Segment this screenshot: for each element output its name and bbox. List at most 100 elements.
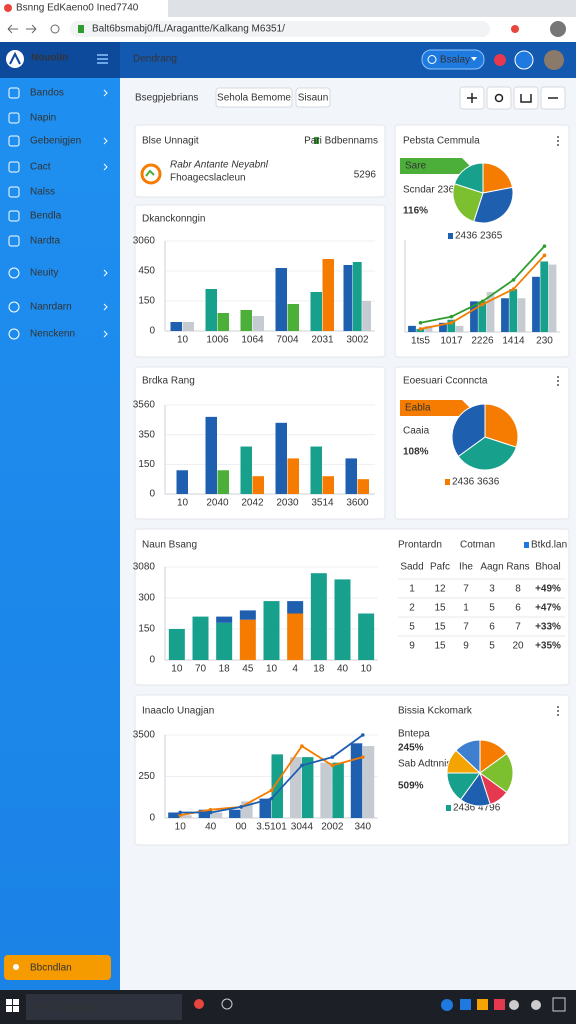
x-tick-label: 00	[236, 822, 248, 833]
card-title: Blse Unnagit	[142, 136, 199, 147]
bar	[217, 470, 229, 494]
line-point	[330, 763, 335, 768]
bar	[439, 322, 447, 332]
menu-item[interactable]: Nardta	[30, 236, 60, 247]
menu-item[interactable]: Nanrdarn	[30, 302, 72, 313]
menu-item[interactable]: Nalss	[30, 187, 55, 198]
toolbar-button[interactable]	[295, 87, 331, 108]
line-point	[511, 278, 516, 282]
bar	[241, 801, 253, 818]
tab[interactable]	[0, 0, 168, 17]
menu-arrow	[103, 303, 108, 311]
caption: Bntepa	[398, 729, 430, 740]
tag	[400, 400, 470, 416]
toolbar-button[interactable]	[215, 87, 293, 108]
table-header: Bhoal	[535, 562, 561, 573]
pie-slice	[451, 403, 486, 458]
caption: Caaia	[403, 426, 430, 437]
pie-slice	[484, 403, 519, 448]
tray-icons[interactable]	[441, 997, 566, 1012]
chart-card	[394, 124, 570, 358]
bar	[548, 264, 557, 332]
url[interactable]: Balt6bsmabj0/fL/Aragantte/Kalkang M6351/	[92, 24, 285, 35]
notification[interactable]	[494, 54, 506, 66]
avatar[interactable]	[544, 50, 564, 70]
bar	[210, 812, 223, 818]
header-button-label[interactable]: Bsalay	[440, 55, 470, 66]
x-tick-label: 3600	[346, 498, 369, 509]
line-point	[449, 314, 454, 319]
line-point	[480, 302, 485, 307]
pie-slice	[457, 436, 518, 471]
profile[interactable]	[550, 21, 566, 37]
search-box[interactable]	[26, 994, 182, 1020]
nav-buttons[interactable]	[7, 24, 37, 34]
line-point	[239, 805, 243, 809]
bar-segment	[239, 610, 256, 620]
x-tick-label: 2030	[276, 498, 299, 509]
caret	[471, 57, 477, 61]
chart-title: Eoesuari Cconncta	[403, 376, 488, 387]
menu-item[interactable]: Cact	[30, 162, 51, 173]
menu-arrow	[103, 163, 108, 171]
x-tick-label: 3002	[346, 335, 369, 346]
toolbar-button-label[interactable]: Sisaun	[298, 93, 329, 104]
chart-title: Bissia Kckomark	[398, 706, 473, 717]
header-button[interactable]	[421, 49, 485, 70]
table-cell: 15	[434, 641, 446, 652]
summary-value: 5296	[354, 170, 377, 181]
table-cell: 5	[409, 622, 415, 633]
menu-item[interactable]: Neuity	[30, 268, 58, 279]
start-button[interactable]	[6, 999, 19, 1012]
x-tick-label: 18	[313, 664, 325, 675]
reload[interactable]	[50, 24, 60, 34]
bar	[350, 743, 363, 818]
card-menus[interactable]	[557, 136, 559, 716]
line-point	[269, 788, 274, 793]
icon-buttons[interactable]	[459, 86, 566, 110]
line-point	[418, 327, 423, 331]
bar-segment	[239, 619, 256, 660]
address-bar[interactable]	[70, 21, 490, 37]
y-tick-label: 0	[149, 489, 155, 500]
y-tick-label: 300	[138, 593, 155, 604]
search-text[interactable]: Aby Sompgle	[34, 1002, 94, 1013]
x-tick-label: 40	[337, 664, 349, 675]
summary-card	[134, 124, 386, 198]
menu-arrow	[103, 137, 108, 145]
bar	[176, 470, 188, 494]
sidebar-button-label[interactable]: Bbcndlan	[30, 963, 72, 974]
menu-item[interactable]: Nenckenn	[30, 329, 75, 340]
pie-slice	[453, 162, 484, 194]
table-cell: 5	[489, 603, 495, 614]
taskbar-app[interactable]	[194, 999, 204, 1009]
help[interactable]	[514, 50, 534, 70]
menu-item[interactable]: Gebenigjen	[30, 136, 81, 147]
menu-item[interactable]: Napin	[30, 113, 56, 124]
toolbar-button-label[interactable]: Sehola Bemome	[217, 93, 291, 104]
bar	[470, 301, 478, 332]
menu-toggle[interactable]	[97, 54, 108, 64]
bar	[362, 746, 375, 818]
bar	[322, 476, 334, 494]
tab-title[interactable]: Bsnng EdKaeno0 Ined7740	[16, 3, 139, 14]
chart-title: Naun Bsang	[142, 540, 197, 551]
table-header: Sadd	[400, 562, 423, 573]
taskbar-app[interactable]	[221, 998, 233, 1010]
table-link[interactable]: Btkd.lan	[531, 540, 567, 551]
pie-slice	[482, 162, 514, 194]
ext-icon[interactable]	[511, 25, 519, 33]
summary-icon	[140, 163, 162, 185]
sidebar-button[interactable]	[4, 955, 111, 980]
bar	[275, 268, 287, 331]
x-tick-label: 2040	[206, 498, 229, 509]
menu-item[interactable]: Bendla	[30, 211, 62, 222]
menu-item[interactable]: Bandos	[30, 88, 64, 99]
table-cell: 3	[489, 584, 495, 595]
x-tick-label: 10	[171, 664, 183, 675]
bar-segment	[216, 616, 233, 623]
x-tick-label: 3.5101	[256, 822, 287, 833]
bar	[501, 298, 509, 332]
x-tick-label: 340	[354, 822, 371, 833]
x-tick-label: 2042	[241, 498, 264, 509]
